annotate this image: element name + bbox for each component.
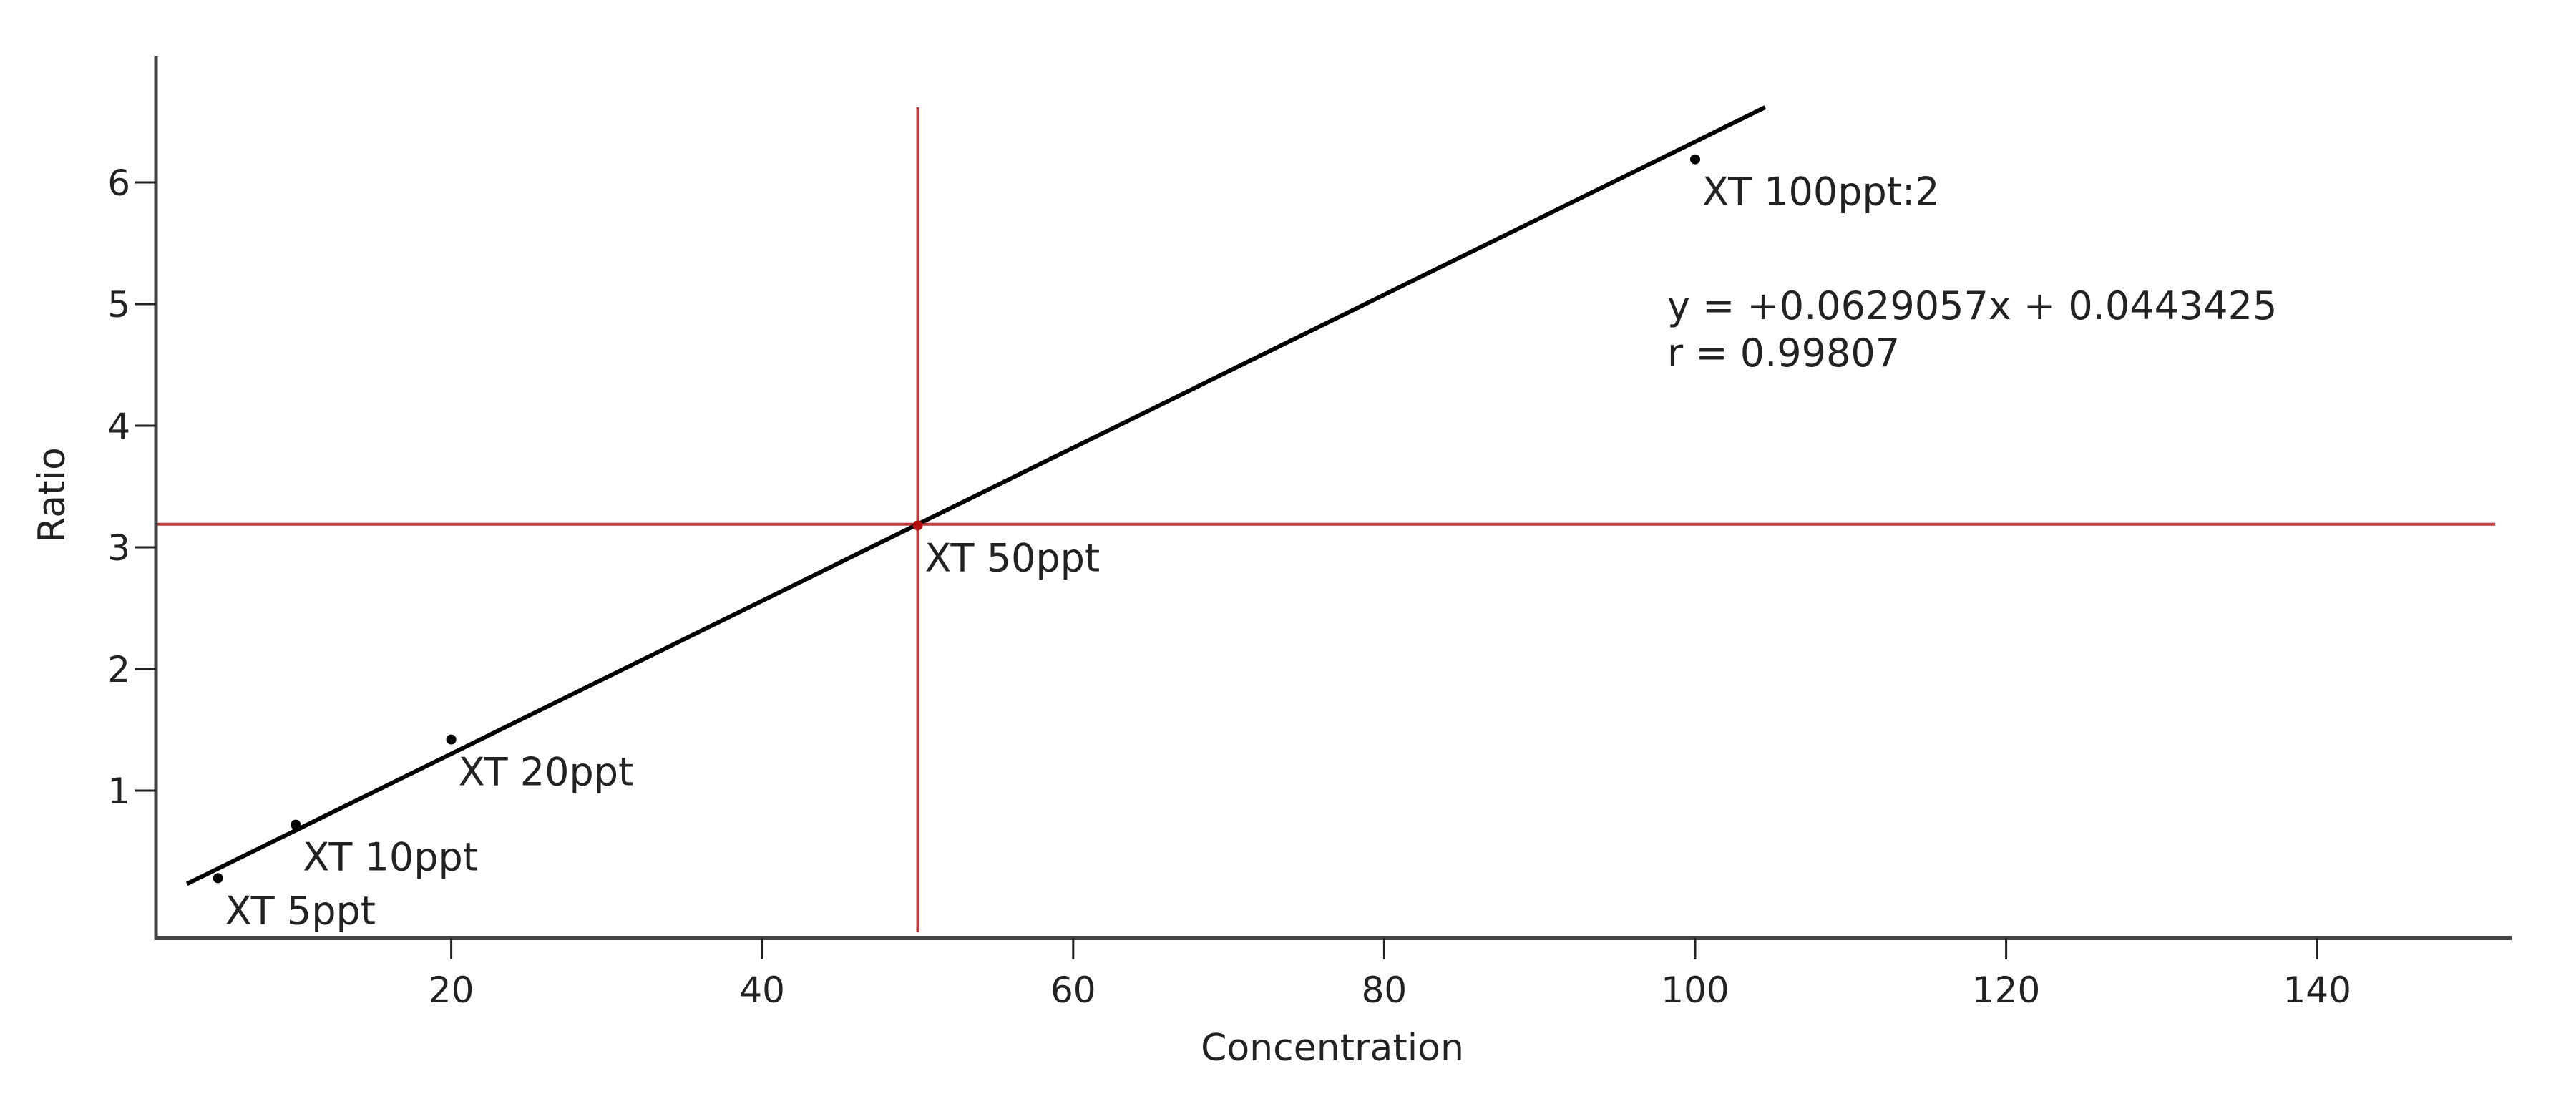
data-points: XT 5ppt XT 10ppt XT 20ppt XT 50ppt XT 100ppt…	[213, 154, 1940, 933]
data-point	[1690, 154, 1700, 165]
y-tick-label: 4	[107, 406, 130, 447]
data-point	[912, 520, 923, 531]
y-tick-label: 6	[107, 162, 130, 204]
y-tick-label: 5	[107, 284, 130, 326]
y-tick-label: 3	[107, 527, 130, 569]
fit-line	[185, 105, 1767, 886]
axes: 20 40 60 80 100 120 140 1 2 3 4 5 6	[107, 56, 2512, 1011]
data-point	[291, 819, 301, 830]
x-tick-label: 20	[429, 969, 474, 1011]
data-point	[213, 873, 223, 884]
x-tick-label: 60	[1050, 969, 1096, 1011]
x-tick-label: 100	[1661, 969, 1729, 1011]
data-point-label: XT 100ppt:2	[1702, 170, 1940, 215]
data-point-label: XT 5ppt	[225, 888, 376, 933]
data-point-label: XT 50ppt	[925, 535, 1101, 580]
regression-equation: y = +0.0629057x + 0.0443425	[1667, 283, 2277, 328]
correlation-coefficient: r = 0.99807	[1667, 331, 1900, 376]
data-point-label: XT 20ppt	[459, 750, 634, 795]
y-tick-label: 1	[107, 771, 130, 812]
x-tick-label: 80	[1362, 969, 1407, 1011]
x-tick-label: 40	[739, 969, 785, 1011]
x-axis-title: Concentration	[1201, 1027, 1464, 1070]
data-point	[446, 734, 457, 745]
regression-line	[185, 105, 1767, 886]
crosshair	[156, 107, 2495, 932]
data-point-label: XT 10ppt	[303, 835, 478, 880]
x-tick-label: 140	[2283, 969, 2351, 1011]
x-tick-label: 120	[1972, 969, 2040, 1011]
y-axis-title: Ratio	[31, 447, 74, 543]
y-tick-label: 2	[107, 649, 130, 690]
